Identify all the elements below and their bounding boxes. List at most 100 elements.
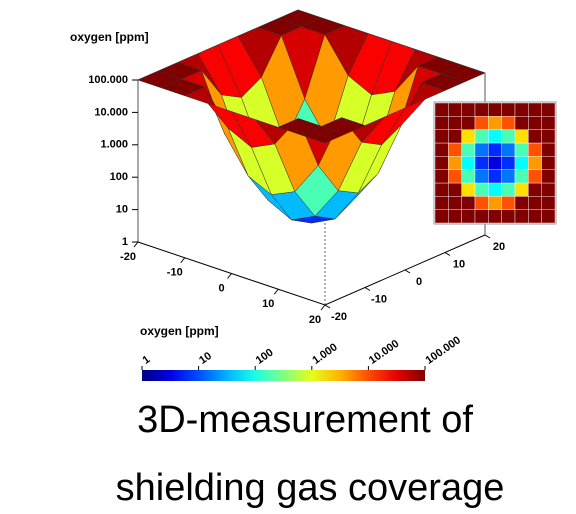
inset-cell bbox=[514, 156, 529, 170]
inset-cell bbox=[434, 182, 449, 197]
inset-cell bbox=[474, 116, 489, 130]
colorbar-tick-label: 100.000 bbox=[424, 334, 463, 367]
inset-cell bbox=[514, 129, 529, 144]
inset-cell bbox=[434, 142, 449, 157]
x-tick-label: 0 bbox=[218, 282, 224, 294]
inset-cell bbox=[541, 102, 556, 117]
inset-cell bbox=[488, 142, 502, 157]
colorbar bbox=[142, 370, 425, 381]
x-tick-label: 20 bbox=[309, 314, 321, 326]
inset-cell bbox=[528, 142, 542, 157]
inset-cell bbox=[461, 169, 476, 184]
x-tick bbox=[133, 241, 139, 248]
inset-cell bbox=[461, 196, 476, 210]
inset-cell bbox=[461, 102, 476, 117]
inset-cell bbox=[488, 129, 502, 144]
colorbar-tick-label: 1.000 bbox=[310, 341, 339, 367]
x-tick bbox=[180, 257, 186, 264]
inset-cell bbox=[474, 142, 489, 157]
inset-cell bbox=[501, 182, 516, 197]
y-tick-label: -10 bbox=[371, 293, 387, 305]
inset-cell bbox=[461, 116, 476, 130]
inset-cell bbox=[474, 102, 489, 117]
inset-cell bbox=[488, 196, 502, 210]
inset-cell bbox=[514, 196, 529, 210]
inset-cell bbox=[434, 209, 449, 224]
y-tick bbox=[444, 252, 451, 256]
colorbar-tick-label: 100 bbox=[254, 346, 276, 366]
inset-cell bbox=[501, 196, 516, 210]
inset-cell bbox=[488, 156, 502, 170]
chart-title: oxygen [ppm] bbox=[70, 30, 149, 44]
y-tick-label: 10 bbox=[453, 258, 465, 270]
axis-line bbox=[137, 234, 486, 306]
inset-cell bbox=[528, 102, 542, 117]
inset-cell bbox=[514, 116, 529, 130]
inset-cell bbox=[488, 169, 502, 184]
inset-cell bbox=[501, 116, 516, 130]
y-tick bbox=[484, 234, 491, 239]
inset-cell bbox=[541, 142, 556, 157]
x-tick-label: -10 bbox=[167, 267, 183, 279]
inset-cell bbox=[474, 156, 489, 170]
inset-cell bbox=[541, 196, 556, 210]
inset-cell bbox=[514, 102, 529, 117]
x-tick bbox=[320, 304, 326, 311]
inset-cell bbox=[528, 209, 542, 224]
inset-cell bbox=[514, 182, 529, 197]
inset-cell bbox=[541, 169, 556, 184]
caption: 3D-measurement of bbox=[137, 399, 473, 441]
z-tick-label: 1 bbox=[122, 236, 128, 248]
inset-cell bbox=[434, 196, 449, 210]
inset-cell bbox=[461, 209, 476, 224]
caption: shielding gas coverage bbox=[116, 467, 505, 509]
z-tick-label: 10 bbox=[116, 204, 128, 216]
inset-cell bbox=[448, 182, 462, 197]
inset-cell bbox=[448, 209, 462, 224]
inset-cell bbox=[528, 156, 542, 170]
inset-cell bbox=[474, 129, 489, 144]
inset-cell bbox=[434, 169, 449, 184]
inset-cell bbox=[434, 129, 449, 144]
inset-cell bbox=[501, 102, 516, 117]
inset-cell bbox=[434, 156, 449, 170]
colorbar-tick-label: 1 bbox=[141, 353, 153, 366]
inset-cell bbox=[434, 116, 449, 130]
inset-cell bbox=[474, 169, 489, 184]
inset-cell bbox=[448, 169, 462, 184]
x-tick-label: -20 bbox=[120, 251, 136, 263]
inset-cell bbox=[448, 129, 462, 144]
inset-cell bbox=[501, 169, 516, 184]
x-tick-label: 10 bbox=[262, 298, 274, 310]
inset-cell bbox=[448, 156, 462, 170]
y-tick bbox=[404, 269, 411, 274]
y-tick-label: 20 bbox=[493, 241, 505, 253]
inset-cell bbox=[528, 169, 542, 184]
inset-cell bbox=[501, 156, 516, 170]
colorbar-tick-label: 10 bbox=[197, 350, 214, 367]
y-tick-label: -20 bbox=[331, 311, 347, 323]
inset-cell bbox=[488, 209, 502, 224]
inset-cell bbox=[434, 102, 449, 117]
inset-cell bbox=[528, 116, 542, 130]
inset-cell bbox=[541, 182, 556, 197]
inset-cell bbox=[461, 129, 476, 144]
z-tick-label: 100 bbox=[110, 171, 128, 183]
y-tick bbox=[364, 287, 371, 291]
inset-cell bbox=[514, 142, 529, 157]
inset-cell bbox=[501, 209, 516, 224]
y-tick-label: 0 bbox=[416, 276, 422, 288]
inset-cell bbox=[461, 142, 476, 157]
inset-cell bbox=[488, 102, 502, 117]
inset-cell bbox=[461, 182, 476, 197]
colorbar-label: oxygen [ppm] bbox=[140, 324, 219, 338]
inset-cell bbox=[528, 129, 542, 144]
inset-cell bbox=[474, 209, 489, 224]
inset-cell bbox=[448, 102, 462, 117]
inset-cell bbox=[448, 116, 462, 130]
inset-cell bbox=[541, 209, 556, 224]
inset-cell bbox=[474, 196, 489, 210]
z-tick-label: 1.000 bbox=[100, 139, 128, 151]
x-tick bbox=[227, 273, 232, 279]
